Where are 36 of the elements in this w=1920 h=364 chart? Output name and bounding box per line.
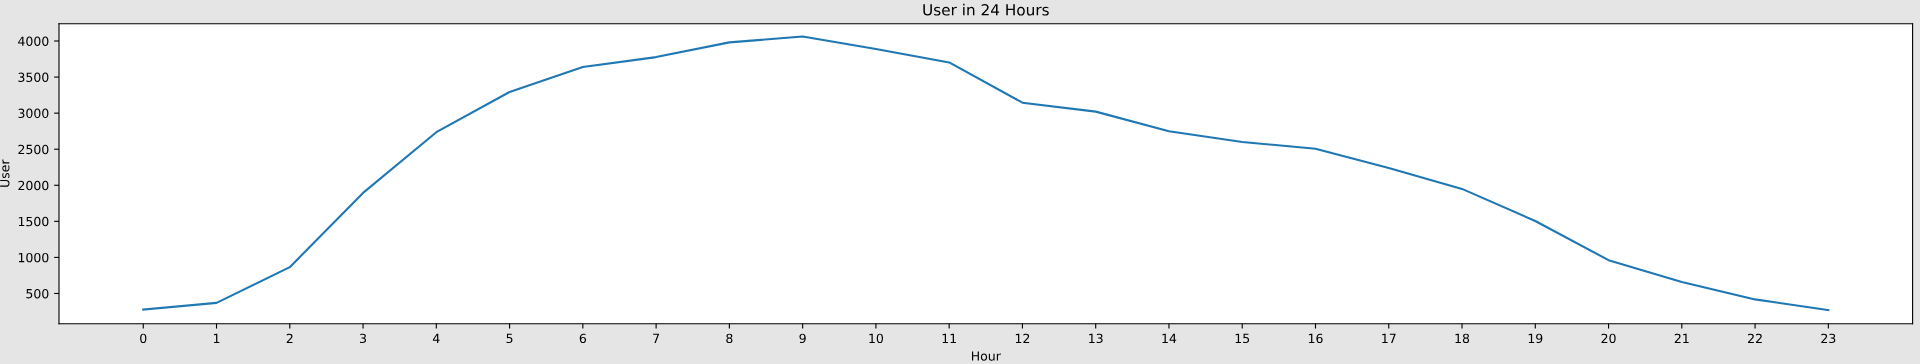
x-tick-label: 17 <box>1382 333 1396 343</box>
y-tick-label: 3000 <box>18 108 49 119</box>
x-tick-label: 18 <box>1455 333 1470 344</box>
chart-title: User in 24 Hours <box>923 3 1049 16</box>
x-tick-label: 12 <box>1015 333 1030 343</box>
x-tick-label: 8 <box>726 333 733 344</box>
x-tick-label: 5 <box>506 333 513 344</box>
x-tick-label: 22 <box>1748 333 1762 343</box>
x-tick-label: 23 <box>1821 333 1836 344</box>
x-tick-label: 2 <box>286 333 293 343</box>
y-tick-label: 2000 <box>18 180 49 191</box>
y-tick-label: 4000 <box>18 36 49 46</box>
x-tick-label: 7 <box>653 333 660 343</box>
x-tick-label: 4 <box>432 333 440 343</box>
x-tick-label: 19 <box>1528 333 1543 344</box>
y-tick-label: 2500 <box>18 144 49 155</box>
y-tick-label: 1000 <box>18 252 49 263</box>
x-tick-label: 1 <box>213 333 220 343</box>
y-tick-label: 500 <box>26 288 49 299</box>
x-tick-label: 21 <box>1674 333 1689 343</box>
x-tick-label: 16 <box>1308 333 1323 344</box>
x-tick-label: 0 <box>140 333 147 344</box>
x-tick-label: 13 <box>1089 333 1103 344</box>
y-tick-label: 1500 <box>18 216 49 227</box>
x-tick-label: 14 <box>1162 333 1177 343</box>
x-tick-label: 15 <box>1235 333 1250 344</box>
x-tick-label: 9 <box>799 333 806 344</box>
y-axis-title: User <box>0 159 10 187</box>
x-tick-label: 10 <box>869 333 884 344</box>
x-tick-label: 6 <box>579 333 587 344</box>
line-series <box>142 35 1830 312</box>
x-tick-label: 3 <box>360 333 367 344</box>
x-tick-label: 20 <box>1601 333 1616 344</box>
x-axis-title: Hour <box>971 351 1001 361</box>
y-tick-label: 3500 <box>18 72 49 82</box>
x-tick-label: 11 <box>942 333 956 343</box>
